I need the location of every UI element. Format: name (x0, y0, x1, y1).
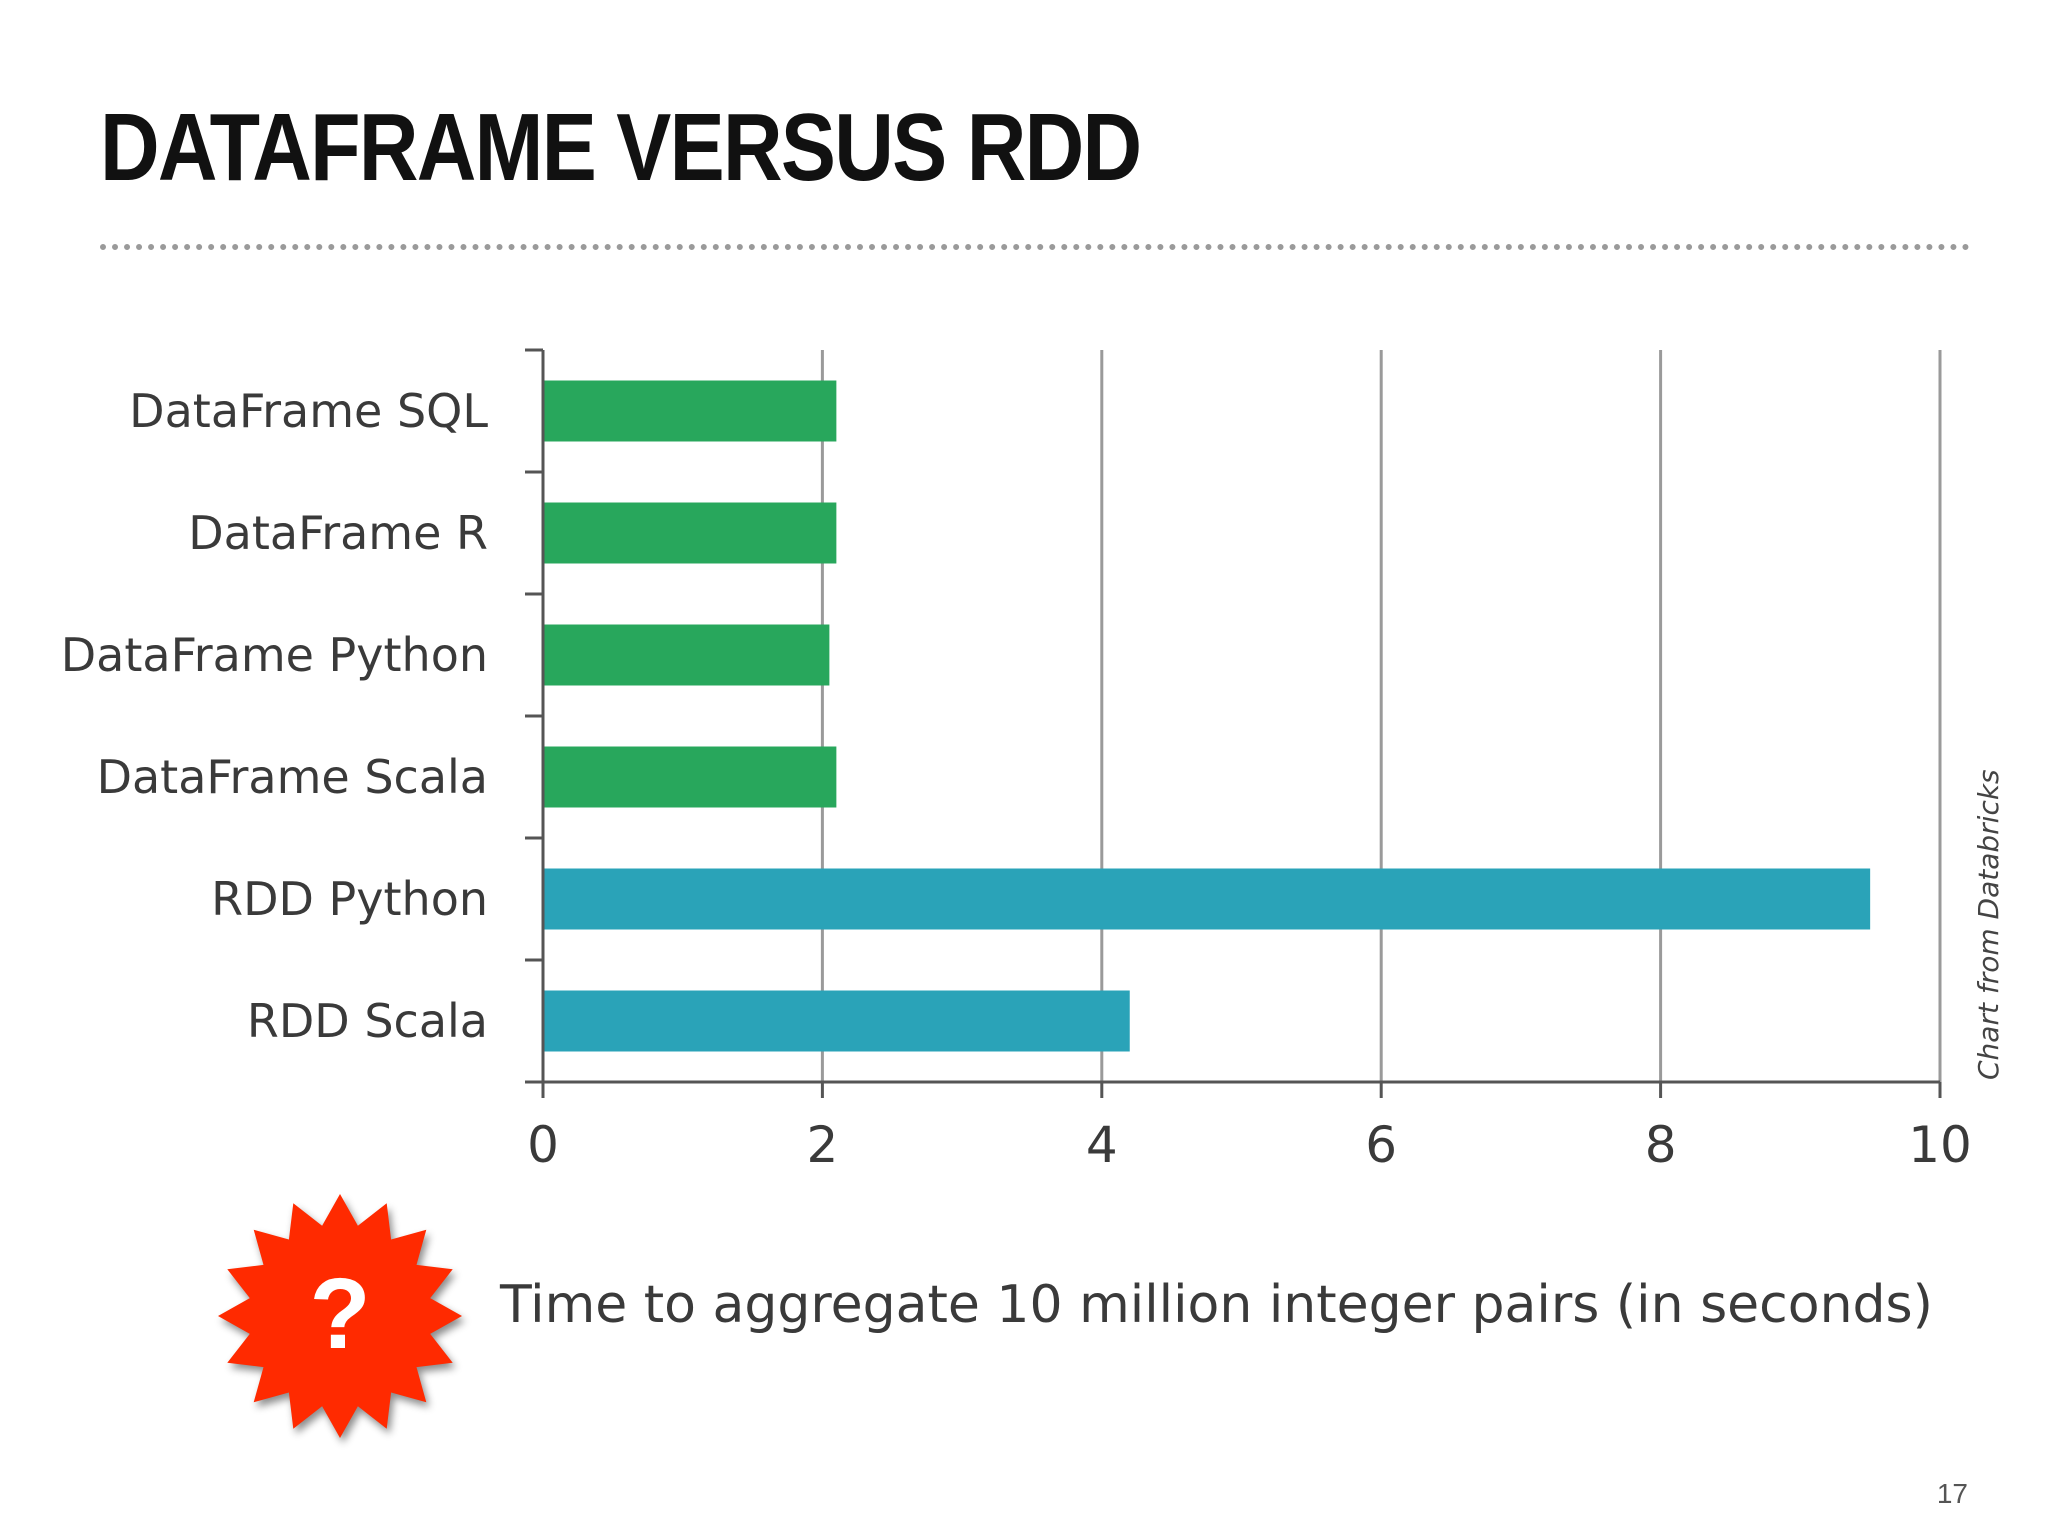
x-tick-label: 4 (1086, 1116, 1118, 1174)
bar (543, 868, 1871, 930)
question-badge: ? (218, 1194, 462, 1438)
x-axis-label: Time to aggregate 10 million integer pai… (499, 1275, 1933, 1335)
category-label: RDD Scala (247, 994, 488, 1048)
slide-title: DATAFRAME VERSUS RDD (100, 94, 1142, 201)
x-tick-labels: 0 2 4 6 8 10 (527, 1116, 1972, 1174)
category-label: DataFrame R (188, 506, 488, 560)
bar (543, 746, 837, 808)
chart-credit: Chart from Databricks (1972, 769, 2005, 1080)
question-mark-icon: ? (309, 1258, 370, 1370)
bar (543, 502, 837, 564)
x-tick-label: 2 (806, 1116, 838, 1174)
x-tick-label: 8 (1645, 1116, 1677, 1174)
category-label: DataFrame SQL (129, 384, 488, 438)
title-divider (100, 244, 1970, 250)
category-label: RDD Python (211, 872, 488, 926)
bar (543, 990, 1130, 1052)
bar (543, 380, 837, 442)
bar (543, 624, 830, 686)
axes (525, 348, 1942, 1098)
category-label: DataFrame Scala (97, 750, 488, 804)
starburst-icon (218, 1194, 462, 1438)
bars (543, 380, 1871, 1052)
x-tick-label: 0 (527, 1116, 559, 1174)
grid-lines (820, 350, 1942, 1082)
category-label: DataFrame Python (61, 628, 488, 682)
page-number: 17 (1936, 1478, 1968, 1509)
category-labels: DataFrame SQL DataFrame R DataFrame Python… (61, 384, 489, 1048)
x-tick-label: 6 (1365, 1116, 1397, 1174)
x-tick-label: 10 (1908, 1116, 1972, 1174)
